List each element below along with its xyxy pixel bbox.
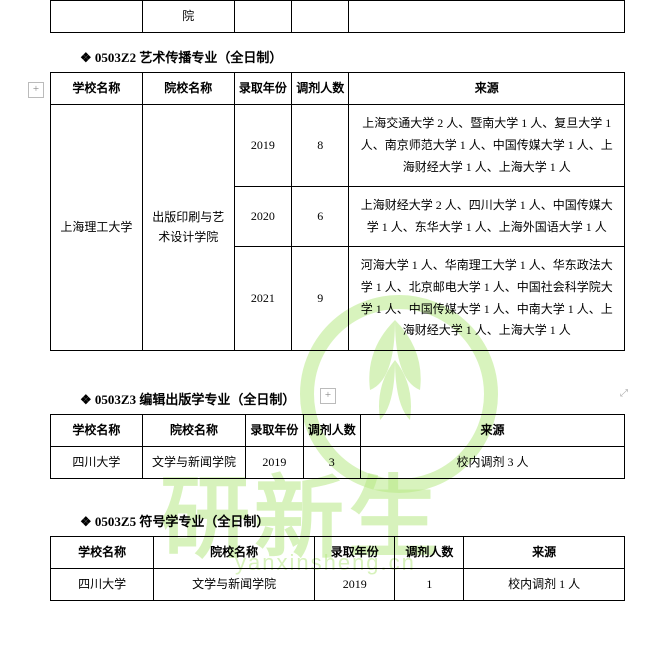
count-cell: 1 bbox=[395, 569, 464, 601]
section-title: 0503Z2 艺术传播专业（全日制） bbox=[80, 47, 625, 66]
stub-table: 院 bbox=[50, 0, 625, 33]
col-header: 来源 bbox=[349, 73, 625, 105]
table-header-row: 学校名称 院校名称 录取年份 调剂人数 来源 bbox=[51, 537, 625, 569]
add-row-handle-icon[interactable]: + bbox=[320, 388, 336, 404]
table-row: 院 bbox=[51, 1, 625, 33]
col-header: 院校名称 bbox=[154, 537, 315, 569]
college-cell: 文学与新闻学院 bbox=[154, 569, 315, 601]
table-header-row: 学校名称 院校名称 录取年份 调剂人数 来源 bbox=[51, 414, 625, 446]
table-row: 上海理工大学 出版印刷与艺术设计学院 2019 8 上海交通大学 2 人、暨南大… bbox=[51, 105, 625, 187]
year-cell: 2019 bbox=[234, 105, 291, 187]
college-cell: 文学与新闻学院 bbox=[142, 446, 245, 478]
table-row: 四川大学 文学与新闻学院 2019 1 校内调剂 1 人 bbox=[51, 569, 625, 601]
table-section-1: 学校名称 院校名称 录取年份 调剂人数 来源 上海理工大学 出版印刷与艺术设计学… bbox=[50, 72, 625, 351]
col-header: 学校名称 bbox=[51, 537, 154, 569]
table-header-row: 学校名称 院校名称 录取年份 调剂人数 来源 bbox=[51, 73, 625, 105]
col-header: 调剂人数 bbox=[395, 537, 464, 569]
stub-cell: 院 bbox=[142, 1, 234, 33]
add-row-handle-icon[interactable]: + bbox=[28, 82, 44, 98]
year-cell: 2021 bbox=[234, 247, 291, 350]
college-cell: 出版印刷与艺术设计学院 bbox=[142, 105, 234, 350]
school-cell: 四川大学 bbox=[51, 569, 154, 601]
source-cell: 校内调剂 1 人 bbox=[464, 569, 625, 601]
table-section-2: 学校名称 院校名称 录取年份 调剂人数 来源 四川大学 文学与新闻学院 2019… bbox=[50, 414, 625, 479]
col-header: 录取年份 bbox=[234, 73, 291, 105]
count-cell: 9 bbox=[292, 247, 349, 350]
section-title: 0503Z3 编辑出版学专业（全日制） bbox=[80, 389, 625, 408]
school-cell: 上海理工大学 bbox=[51, 105, 143, 350]
source-cell: 河海大学 1 人、华南理工大学 1 人、华东政法大学 1 人、北京邮电大学 1 … bbox=[349, 247, 625, 350]
col-header: 来源 bbox=[464, 537, 625, 569]
year-cell: 2020 bbox=[234, 187, 291, 247]
table-row: 四川大学 文学与新闻学院 2019 3 校内调剂 3 人 bbox=[51, 446, 625, 478]
col-header: 调剂人数 bbox=[292, 73, 349, 105]
school-cell: 四川大学 bbox=[51, 446, 143, 478]
year-cell: 2019 bbox=[246, 446, 303, 478]
count-cell: 6 bbox=[292, 187, 349, 247]
year-cell: 2019 bbox=[315, 569, 395, 601]
source-cell: 校内调剂 3 人 bbox=[360, 446, 624, 478]
resize-handle-icon[interactable]: ⤢ bbox=[620, 388, 628, 399]
col-header: 学校名称 bbox=[51, 414, 143, 446]
section-title: 0503Z5 符号学专业（全日制） bbox=[80, 511, 625, 530]
source-cell: 上海财经大学 2 人、四川大学 1 人、中国传媒大学 1 人、东华大学 1 人、… bbox=[349, 187, 625, 247]
count-cell: 8 bbox=[292, 105, 349, 187]
col-header: 来源 bbox=[360, 414, 624, 446]
col-header: 院校名称 bbox=[142, 414, 245, 446]
col-header: 调剂人数 bbox=[303, 414, 360, 446]
col-header: 录取年份 bbox=[246, 414, 303, 446]
col-header: 学校名称 bbox=[51, 73, 143, 105]
source-cell: 上海交通大学 2 人、暨南大学 1 人、复旦大学 1 人、南京师范大学 1 人、… bbox=[349, 105, 625, 187]
col-header: 院校名称 bbox=[142, 73, 234, 105]
table-section-3: 学校名称 院校名称 录取年份 调剂人数 来源 四川大学 文学与新闻学院 2019… bbox=[50, 536, 625, 601]
count-cell: 3 bbox=[303, 446, 360, 478]
col-header: 录取年份 bbox=[315, 537, 395, 569]
